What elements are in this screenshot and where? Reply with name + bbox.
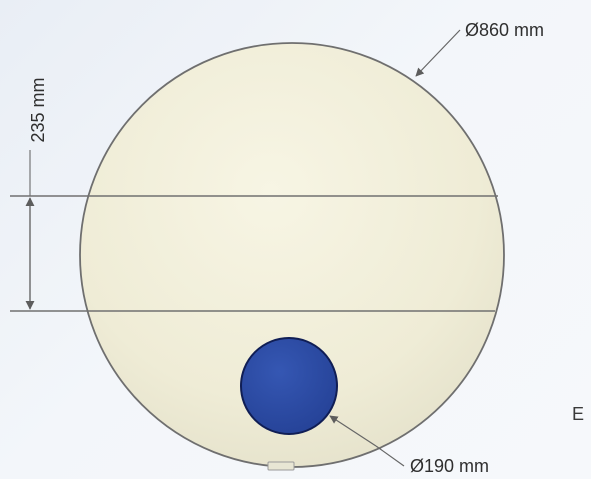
- outer-diameter-label: Ø860 mm: [465, 20, 544, 40]
- outer-diameter-leader: [415, 29, 461, 77]
- port-diameter-leader-2: [329, 415, 377, 447]
- edge-letter: E: [572, 404, 584, 424]
- port-diameter-leader: [375, 445, 405, 467]
- tank-bottom-tab: [267, 461, 295, 471]
- port-diameter-label: Ø190 mm: [410, 456, 489, 476]
- port-circle: [240, 337, 338, 435]
- band-height-label: 235 mm: [28, 77, 48, 142]
